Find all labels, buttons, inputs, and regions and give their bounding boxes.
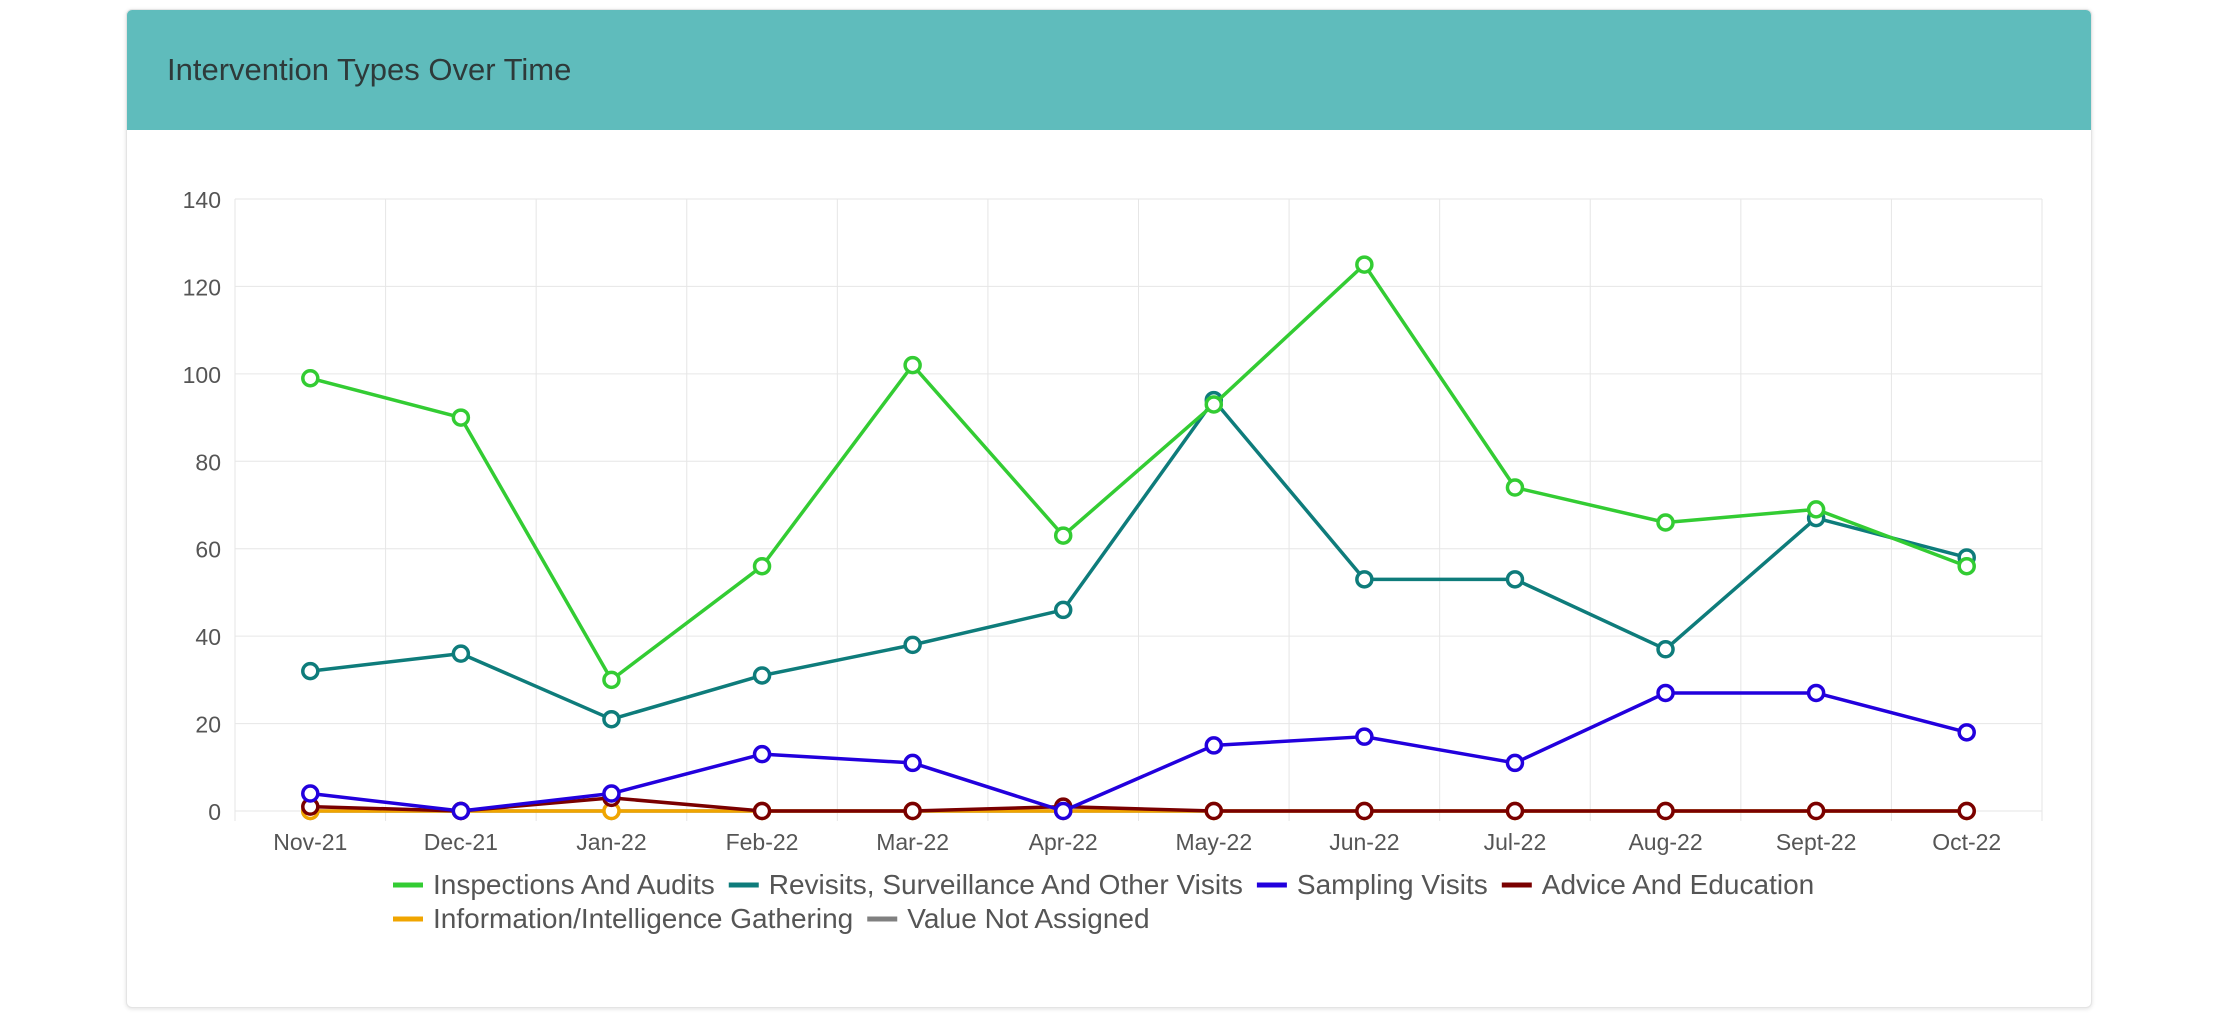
data-point[interactable] <box>752 744 772 764</box>
x-tick-label: Jul-22 <box>1484 829 1547 855</box>
x-tick-label: Jun-22 <box>1329 829 1399 855</box>
card-title: Intervention Types Over Time <box>167 52 572 87</box>
data-point[interactable] <box>1053 526 1073 545</box>
series-line <box>309 262 1968 682</box>
data-point[interactable] <box>301 368 320 388</box>
data-point[interactable] <box>1957 556 1976 576</box>
legend-label: Information/Intelligence Gathering <box>433 903 853 934</box>
x-tick-label: Mar-22 <box>876 829 949 855</box>
y-tick-label: 0 <box>208 799 221 825</box>
chart-card: Intervention Types Over Time 0 20 40 60 80 10… <box>126 9 2092 1008</box>
line-chart: 0 20 40 60 80 100 120 140 Nov-21 Dec-21 Jan-22 Feb… <box>183 187 2043 934</box>
data-point[interactable] <box>1806 801 1826 821</box>
y-axis: 0 20 40 60 80 100 120 140 <box>183 187 221 825</box>
x-tick-label: Jan-22 <box>576 829 646 855</box>
legend-label: Advice And Education <box>1542 869 1814 900</box>
data-point[interactable] <box>1656 801 1675 821</box>
data-point[interactable] <box>1806 500 1826 519</box>
data-point[interactable] <box>1355 727 1374 746</box>
data-point[interactable] <box>301 661 320 681</box>
data-point[interactable] <box>1656 513 1675 532</box>
data-point[interactable] <box>1957 723 1976 742</box>
legend-item-value-not-assigned[interactable]: Value Not Assigned <box>867 903 1150 934</box>
y-tick-label: 60 <box>195 537 221 563</box>
x-tick-label: Nov-21 <box>273 829 347 855</box>
data-point[interactable] <box>451 801 471 821</box>
data-point[interactable] <box>1505 570 1525 589</box>
x-tick-label: Sept-22 <box>1776 829 1857 855</box>
legend-item-sampling-visits[interactable]: Sampling Visits <box>1256 869 1488 900</box>
x-tick-label: Apr-22 <box>1029 829 1098 855</box>
data-point[interactable] <box>1204 736 1224 755</box>
data-point[interactable] <box>1505 801 1525 821</box>
card-header: Intervention Types Over Time <box>127 10 2091 130</box>
x-axis: Nov-21 Dec-21 Jan-22 Feb-22 Mar-22 Apr-22 May-… <box>273 829 2001 855</box>
x-tick-label: Oct-22 <box>1932 829 2001 855</box>
y-tick-label: 120 <box>183 274 221 300</box>
legend-label: Revisits, Surveillance And Other Visits <box>769 869 1243 900</box>
data-point[interactable] <box>752 556 772 576</box>
x-tick-label: May-22 <box>1175 829 1252 855</box>
series-line <box>310 691 1968 813</box>
data-point[interactable] <box>602 670 621 690</box>
x-tick-label: Feb-22 <box>726 829 799 855</box>
data-point[interactable] <box>903 355 922 375</box>
data-point[interactable] <box>903 753 922 773</box>
data-point[interactable] <box>903 635 922 655</box>
data-point[interactable] <box>1053 801 1073 821</box>
series-line <box>310 398 1968 721</box>
data-point[interactable] <box>1204 801 1224 821</box>
data-point[interactable] <box>1053 600 1073 620</box>
data-point[interactable] <box>1505 478 1525 497</box>
data-point[interactable] <box>1355 255 1374 274</box>
chart-series <box>301 255 1976 821</box>
data-point[interactable] <box>1806 683 1826 703</box>
series-sampling-visits <box>301 683 1976 821</box>
legend-item-inspections-and-audits[interactable]: Inspections And Audits <box>393 869 715 900</box>
data-point[interactable] <box>602 784 621 803</box>
legend-item-information-intelligence-gathering[interactable]: Information/Intelligence Gathering <box>393 903 853 934</box>
y-tick-label: 40 <box>195 624 221 650</box>
chart-legend[interactable]: Inspections And Audits Revisits, Surveill… <box>393 869 1814 934</box>
legend-item-revisits-surveillance-and-other-visits[interactable]: Revisits, Surveillance And Other Visits <box>728 869 1243 900</box>
data-point[interactable] <box>451 408 471 427</box>
series-revisits-surveillance-and-other-visits <box>301 390 1976 729</box>
data-point[interactable] <box>1204 395 1224 414</box>
data-point[interactable] <box>1355 570 1374 589</box>
series-line <box>310 796 1967 813</box>
data-point[interactable] <box>1656 683 1675 703</box>
legend-label: Value Not Assigned <box>907 903 1149 934</box>
data-point[interactable] <box>301 784 320 803</box>
data-point[interactable] <box>903 801 922 821</box>
legend-item-advice-and-education[interactable]: Advice And Education <box>1501 869 1814 900</box>
data-point[interactable] <box>1957 801 1976 821</box>
data-point[interactable] <box>1656 640 1675 659</box>
data-point[interactable] <box>451 644 471 663</box>
chart-grid <box>234 198 2043 821</box>
y-tick-label: 140 <box>183 187 221 213</box>
data-point[interactable] <box>1355 801 1374 821</box>
data-point[interactable] <box>752 666 772 685</box>
series-inspections-and-audits <box>301 255 1976 690</box>
x-tick-label: Aug-22 <box>1628 829 1702 855</box>
x-tick-label: Dec-21 <box>424 829 498 855</box>
data-point[interactable] <box>752 801 772 821</box>
y-tick-label: 20 <box>195 712 221 738</box>
data-point[interactable] <box>602 709 621 729</box>
y-tick-label: 80 <box>195 449 221 475</box>
legend-label: Sampling Visits <box>1297 869 1488 900</box>
legend-label: Inspections And Audits <box>433 869 715 900</box>
y-tick-label: 100 <box>183 362 221 388</box>
data-point[interactable] <box>1505 753 1525 773</box>
